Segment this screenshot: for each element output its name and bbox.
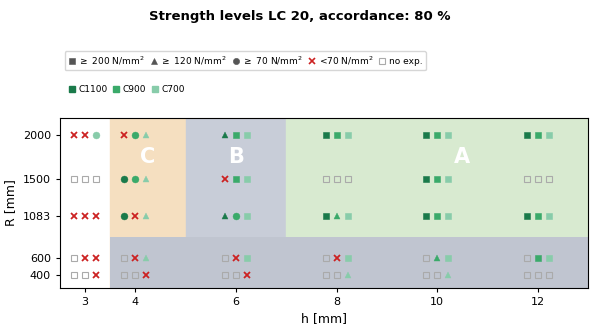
Bar: [186, 118, 286, 288]
Legend: C1100, C900, C700: C1100, C900, C700: [65, 81, 188, 98]
Text: B: B: [228, 147, 244, 167]
Text: Strength levels LC 20, accordance: 80 %: Strength levels LC 20, accordance: 80 %: [149, 10, 451, 23]
Text: A: A: [454, 147, 470, 167]
Bar: [110, 118, 186, 288]
Text: C: C: [140, 147, 155, 167]
Bar: [110, 237, 588, 293]
X-axis label: h [mm]: h [mm]: [301, 312, 347, 325]
Bar: [286, 118, 588, 288]
Y-axis label: R [mm]: R [mm]: [4, 179, 17, 226]
